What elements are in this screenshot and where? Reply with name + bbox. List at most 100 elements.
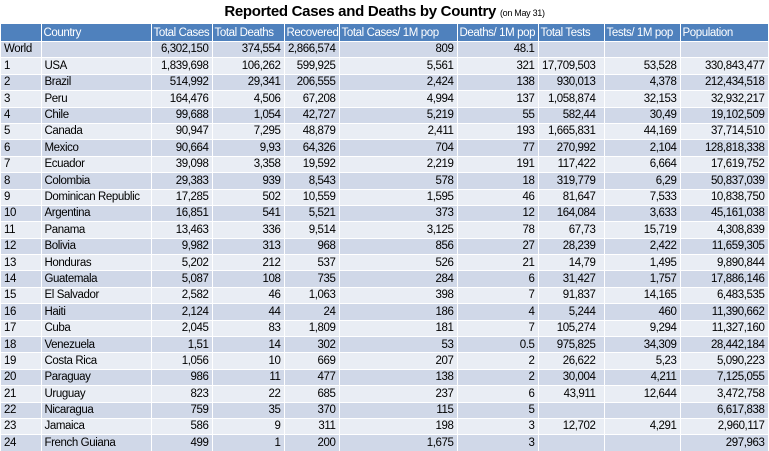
table-cell: 1,51 <box>151 336 213 353</box>
table-cell: 5,087 <box>151 270 213 288</box>
table-cell: Nicaragua <box>41 401 152 419</box>
table-cell: 237 <box>339 385 458 403</box>
subtitle-text: (on May 31) <box>499 8 545 18</box>
table-row: 6 Mexico 90,664 9,93 64,326 704 77 270,992 2,104… <box>1 139 769 157</box>
table-cell: 46 <box>212 286 285 304</box>
table-cell: 64,326 <box>284 139 340 157</box>
table-cell: 1,839,698 <box>151 57 213 75</box>
table-cell: Venezuela <box>41 336 152 353</box>
table-cell: 7,295 <box>212 122 285 140</box>
table-row: 4 Chile 99,688 1,054 42,727 5,219 55 582,44 30,4… <box>1 106 769 124</box>
table-cell: 1 <box>1 57 42 75</box>
table-cell: 3 <box>457 417 539 435</box>
table-cell: 2,411 <box>339 122 458 140</box>
table-cell: 186 <box>339 303 458 321</box>
table-row: 1 USA 1,839,698 106,262 599,925 5,561 321 17,70… <box>1 57 769 75</box>
table-cell: 930,013 <box>538 73 605 91</box>
table-cell: 39,098 <box>151 155 213 173</box>
table-cell: 968 <box>284 237 340 255</box>
table-cell: 44 <box>212 303 285 321</box>
table-cell: 9,514 <box>284 221 340 239</box>
table-cell: 11,327,160 <box>680 319 769 337</box>
table-cell: 191 <box>457 155 539 173</box>
table-cell: 35 <box>212 401 285 419</box>
column-header: Tests/ 1M pop <box>604 24 681 42</box>
table-cell: 90,947 <box>151 122 213 140</box>
table-cell: 24 <box>1 434 42 451</box>
table-cell: 77 <box>457 139 539 157</box>
table-cell: 206,555 <box>284 73 340 91</box>
table-cell: 18 <box>457 172 539 190</box>
table-row: 3 Peru 164,476 4,506 67,208 4,994 137 1,058,874… <box>1 90 769 108</box>
table-cell: 9 <box>1 188 42 206</box>
column-header: Total Cases/ 1M pop <box>339 24 458 42</box>
table-cell: World <box>1 40 42 58</box>
table-cell: 207 <box>339 352 458 370</box>
table-cell: 138 <box>339 368 458 386</box>
table-cell: Guatemala <box>41 270 152 288</box>
table-cell: Canada <box>41 122 152 140</box>
table-cell: 106,262 <box>212 57 285 75</box>
table-row: 11 Panama 13,463 336 9,514 3,125 78 67,73 15,719… <box>1 221 769 239</box>
table-cell: 9,93 <box>212 139 285 157</box>
table-cell: 685 <box>284 385 340 403</box>
table-cell: 460 <box>604 303 681 321</box>
table-cell: 13,463 <box>151 221 213 239</box>
table-cell: 1,675 <box>339 434 458 451</box>
table-row: 21 Uruguay 823 22 685 237 6 43,911 12,644 3,472,7… <box>1 385 769 403</box>
table-cell: 7,533 <box>604 188 681 206</box>
table-cell: 14 <box>1 270 42 288</box>
table-cell: 13 <box>1 254 42 271</box>
table-row: 7 Ecuador 39,098 3,358 19,592 2,219 191 117,422… <box>1 155 769 173</box>
table-cell: 2 <box>1 73 42 91</box>
table-cell: 374,554 <box>212 40 285 58</box>
table-cell: 48.1 <box>457 40 539 58</box>
table-cell: 6 <box>457 385 539 403</box>
table-cell: 193 <box>457 122 539 140</box>
table-cell: 330,843,477 <box>680 57 769 75</box>
table-cell: 12,644 <box>604 385 681 403</box>
table-cell: 9 <box>212 417 285 435</box>
table-cell: 15 <box>1 286 42 304</box>
table-cell: 10 <box>212 352 285 370</box>
table-cell: 29,341 <box>212 73 285 91</box>
table-cell: 1,757 <box>604 270 681 288</box>
table-cell: 856 <box>339 237 458 255</box>
table-cell: 5,521 <box>284 204 340 222</box>
table-cell: 45,161,038 <box>680 204 769 222</box>
table-cell: 17 <box>1 319 42 337</box>
table-cell: 1,054 <box>212 106 285 124</box>
table-cell: 9,890,844 <box>680 254 769 271</box>
table-cell: 37,714,510 <box>680 122 769 140</box>
table-cell: 2,124 <box>151 303 213 321</box>
table-cell: 30,004 <box>538 368 605 386</box>
column-header: Country <box>41 24 152 42</box>
table-cell: 55 <box>457 106 539 124</box>
table-cell: 1,495 <box>604 254 681 271</box>
table-cell: 23 <box>1 417 42 435</box>
table-cell: 27 <box>457 237 539 255</box>
table-cell: 2,866,574 <box>284 40 340 58</box>
table-cell: Argentina <box>41 204 152 222</box>
table-cell: Bolivia <box>41 237 152 255</box>
table-cell: 2,045 <box>151 319 213 337</box>
table-cell: 3,358 <box>212 155 285 173</box>
table-cell: 16 <box>1 303 42 321</box>
table-cell: 4,291 <box>604 417 681 435</box>
table-cell: 53,528 <box>604 57 681 75</box>
table-cell <box>680 40 769 58</box>
table-cell: 6 <box>457 270 539 288</box>
table-cell: 17,886,146 <box>680 270 769 288</box>
table-cell: 5,202 <box>151 254 213 271</box>
table-cell: 15,719 <box>604 221 681 239</box>
table-cell: 5,23 <box>604 352 681 370</box>
table-cell: 11,659,305 <box>680 237 769 255</box>
table-cell <box>604 434 681 451</box>
table-cell: 50,837,039 <box>680 172 769 190</box>
table-cell: 6,617,838 <box>680 401 769 419</box>
table-cell: 18 <box>1 336 42 353</box>
table-cell: 9,294 <box>604 319 681 337</box>
table-cell: 108 <box>212 270 285 288</box>
table-cell: 541 <box>212 204 285 222</box>
table-cell: 8 <box>1 172 42 190</box>
